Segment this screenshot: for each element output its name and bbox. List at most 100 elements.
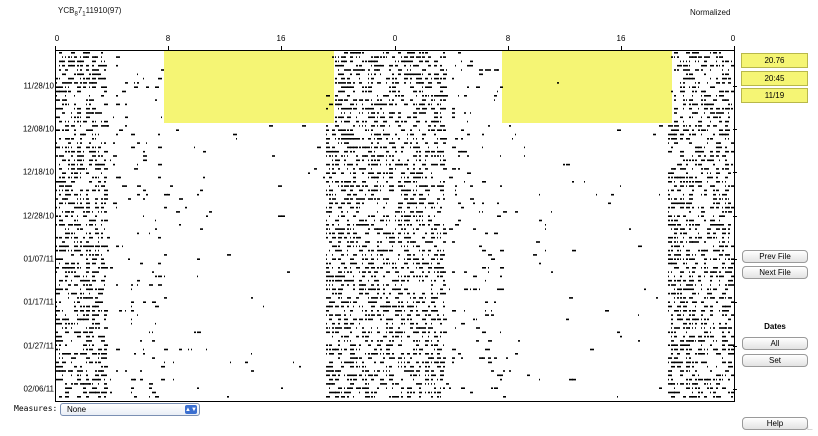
activity-mark <box>365 378 367 381</box>
activity-mark <box>338 396 339 398</box>
activity-mark <box>677 163 681 166</box>
activity-mark <box>719 254 723 256</box>
actogram-plot[interactable] <box>55 50 735 402</box>
activity-mark <box>95 125 98 127</box>
activity-mark <box>341 396 345 398</box>
activity-mark <box>710 107 713 110</box>
activity-mark <box>377 103 380 106</box>
activity-mark <box>422 193 423 196</box>
activity-mark <box>443 387 445 389</box>
activity-mark <box>713 215 714 217</box>
axis-tick <box>168 46 169 50</box>
activity-mark <box>686 99 687 101</box>
activity-mark <box>65 331 68 334</box>
activity-mark <box>77 314 78 316</box>
activity-mark <box>710 224 713 226</box>
activity-mark <box>59 163 60 166</box>
activity-mark <box>56 236 58 239</box>
axis-tick <box>734 46 735 50</box>
resize-grip-icon[interactable]: ∟ <box>806 423 814 432</box>
activity-mark <box>479 357 483 359</box>
activity-mark <box>701 344 702 346</box>
activity-mark <box>326 138 329 140</box>
activity-mark <box>674 215 675 217</box>
activity-mark <box>557 82 559 84</box>
activity-mark <box>410 82 411 84</box>
activity-mark <box>503 396 506 398</box>
activity-mark <box>500 288 504 291</box>
activity-mark <box>686 224 687 226</box>
activity-mark <box>362 258 364 260</box>
activity-mark <box>413 138 414 140</box>
activity-mark <box>329 241 332 243</box>
activity-mark <box>362 146 366 149</box>
measures-select[interactable]: None ▲▼ <box>60 403 200 416</box>
activity-mark <box>65 181 66 183</box>
prev-file-button[interactable]: Prev File <box>742 250 808 263</box>
activity-mark <box>389 262 390 265</box>
activity-mark <box>356 138 360 140</box>
activity-mark <box>74 202 75 205</box>
activity-mark <box>362 138 364 140</box>
activity-mark <box>92 391 96 394</box>
right-tick <box>733 389 737 390</box>
activity-mark <box>425 318 426 321</box>
activity-mark <box>338 391 340 394</box>
activity-mark <box>359 82 362 84</box>
activity-mark <box>431 378 433 381</box>
activity-mark <box>104 383 107 385</box>
dates-all-button[interactable]: All <box>742 337 808 350</box>
activity-mark <box>80 245 82 248</box>
activity-mark <box>359 99 363 101</box>
activity-mark <box>329 249 330 252</box>
activity-mark <box>668 181 672 183</box>
help-button[interactable]: Help <box>742 417 808 430</box>
activity-mark <box>404 249 408 252</box>
activity-mark <box>101 60 102 63</box>
activity-mark <box>485 301 488 303</box>
activity-mark <box>410 224 412 226</box>
activity-mark <box>713 232 716 235</box>
activity-mark <box>407 232 409 235</box>
activity-mark <box>80 370 83 372</box>
activity-mark <box>59 288 63 291</box>
activity-mark <box>95 249 96 252</box>
activity-mark <box>671 168 675 170</box>
dates-set-button[interactable]: Set <box>742 354 808 367</box>
activity-mark <box>80 163 83 166</box>
activity-mark <box>98 163 101 166</box>
activity-mark <box>725 228 726 230</box>
activity-mark <box>458 224 459 226</box>
next-file-button[interactable]: Next File <box>742 266 808 279</box>
activity-mark <box>668 125 671 127</box>
activity-mark <box>728 258 730 260</box>
activity-mark <box>101 365 103 368</box>
activity-mark <box>59 340 63 342</box>
activity-mark <box>332 275 334 278</box>
activity-mark <box>419 340 420 342</box>
activity-mark <box>416 275 418 278</box>
activity-mark <box>434 387 436 389</box>
activity-mark <box>65 215 68 217</box>
activity-mark <box>389 344 392 346</box>
activity-mark <box>347 219 349 222</box>
activity-mark <box>467 86 469 88</box>
activity-mark <box>74 176 78 179</box>
activity-mark <box>62 189 63 192</box>
activity-mark <box>353 396 354 398</box>
activity-mark <box>434 361 438 364</box>
activity-mark <box>419 219 420 222</box>
activity-mark <box>59 107 63 110</box>
activity-mark <box>104 120 108 123</box>
activity-mark <box>356 224 360 226</box>
activity-mark <box>392 245 393 248</box>
activity-mark <box>380 64 384 67</box>
activity-mark <box>344 267 347 269</box>
activity-mark <box>437 146 438 149</box>
activity-mark <box>68 202 71 205</box>
activity-mark <box>377 112 379 114</box>
activity-mark <box>692 288 694 291</box>
activity-mark <box>668 241 672 243</box>
activity-mark <box>410 327 413 329</box>
activity-mark <box>158 275 162 278</box>
